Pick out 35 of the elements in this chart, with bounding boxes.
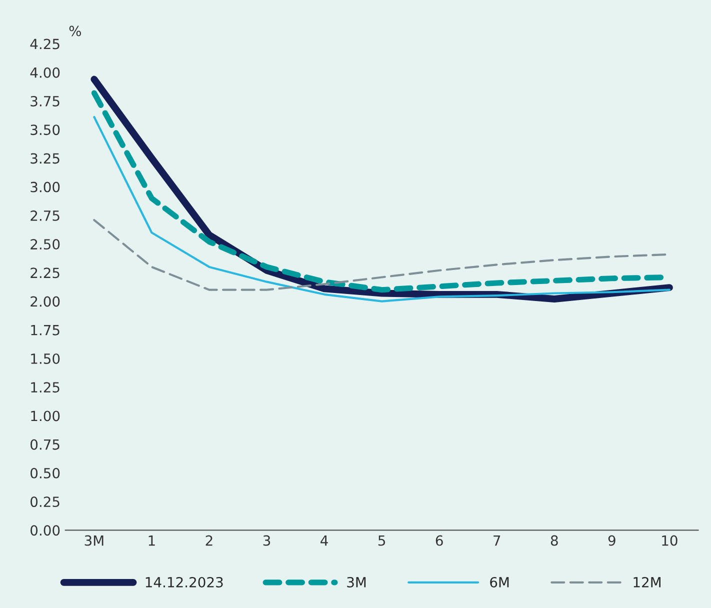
legend-label: 6M: [490, 576, 509, 588]
y-tick-label: 1.25: [31, 382, 60, 393]
y-axis-title: %: [69, 26, 82, 36]
x-tick-label: 3M: [84, 535, 104, 546]
x-tick-label: 7: [494, 535, 500, 546]
legend-label: 12M: [634, 576, 660, 588]
y-tick-label: 3.50: [30, 124, 60, 136]
x-tick-label: 5: [378, 535, 386, 546]
line-series: [93, 116, 670, 302]
y-tick-label: 1.00: [31, 410, 60, 422]
y-tick-label: 0.00: [30, 525, 60, 536]
y-tick-label: 0.50: [30, 468, 60, 478]
x-tick-label: 8: [550, 535, 558, 546]
y-tick-label: 0.75: [30, 439, 60, 450]
y-tick-label: 3.00: [30, 182, 60, 192]
y-tick-label: 2.25: [30, 268, 60, 278]
y-tick-label: 3.25: [30, 153, 60, 164]
y-tick-label: 0.25: [30, 496, 60, 508]
x-tick-label: 4: [320, 535, 328, 546]
y-tick-label: 4.00: [30, 67, 60, 78]
y-tick-label: 1.75: [31, 325, 60, 336]
legend-label: 3M: [347, 576, 366, 588]
legend-label: 14.12.2023: [146, 576, 223, 588]
x-tick-label: 9: [608, 535, 616, 546]
y-tick-label: 4.25: [30, 38, 60, 50]
x-tick-label: 3: [263, 535, 270, 546]
x-tick-label: 10: [662, 535, 678, 546]
y-tick-label: 2.50: [30, 239, 60, 250]
x-tick-label: 6: [436, 535, 443, 546]
y-tick-label: 2.00: [30, 296, 60, 307]
y-tick-label: 1.50: [31, 353, 60, 364]
y-tick-label: 3.75: [30, 96, 60, 106]
x-tick-label: 1: [148, 535, 155, 546]
y-tick-label: 2.75: [30, 210, 60, 221]
x-tick-label: 2: [206, 535, 212, 546]
